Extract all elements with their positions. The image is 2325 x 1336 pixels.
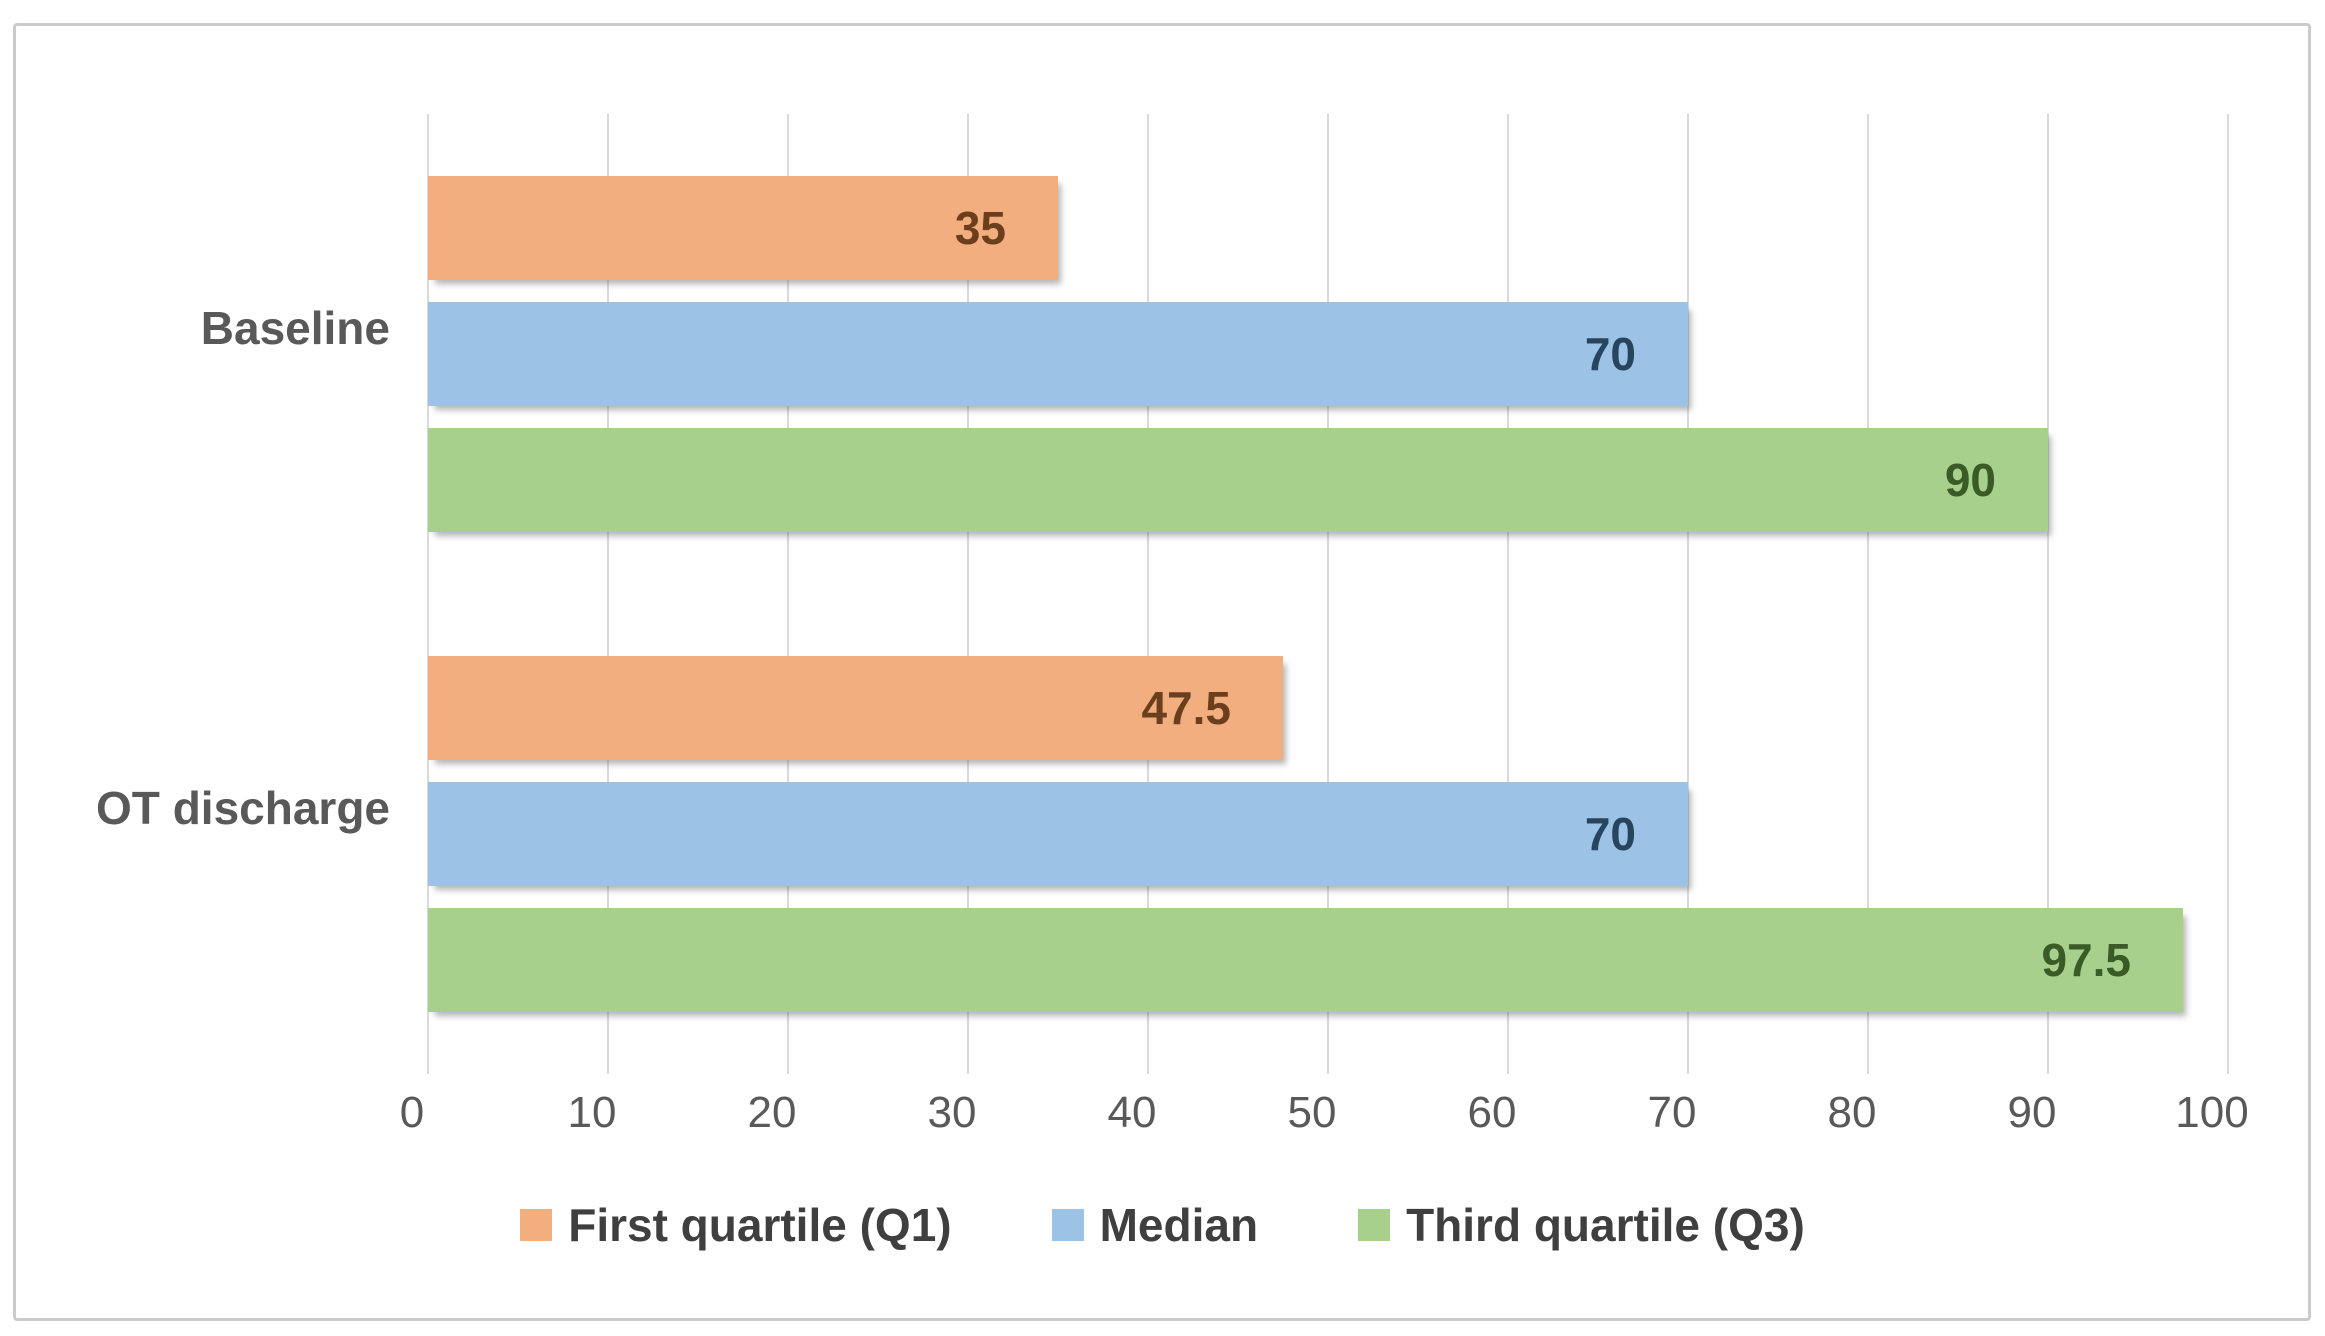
bar-value-label: 47.5 [1141,682,1231,734]
x-tick-label: 20 [747,1088,797,1137]
x-tick-label: 30 [927,1088,977,1137]
gridline [607,114,609,1074]
category-label: Baseline [200,302,390,354]
chart-figure-border: 35 47.5 70 70 90 97.5 [13,23,2311,1321]
gridline [427,114,429,1074]
gridline [1507,114,1509,1074]
legend: First quartile (Q1) Median Third quartile … [0,1198,2325,1252]
gridline [2047,114,2049,1074]
bar: 35 [428,176,1058,280]
bar: 70 [428,302,1688,406]
legend-item: Median [1051,1198,1259,1252]
plot-area: 35 47.5 70 70 90 97.5 [427,114,2229,1074]
category-label: OT discharge [96,782,390,834]
bar-value-label: 35 [954,202,1006,254]
x-tick-label: 70 [1647,1088,1697,1137]
bar: 90 [428,428,2048,532]
gridline [1867,114,1869,1074]
legend-swatch [1051,1209,1084,1241]
legend-item: First quartile (Q1) [520,1198,952,1252]
x-tick-label: 60 [1467,1088,1517,1137]
bar-value-label: 97.5 [2041,934,2131,986]
gridline [2227,114,2229,1074]
gridline [1147,114,1149,1074]
legend-swatch [520,1209,553,1241]
bar-value-label: 90 [1944,454,1996,506]
x-tick-label: 50 [1287,1088,1337,1137]
bar: 70 [428,782,1688,886]
bar: 47.5 [428,656,1283,760]
legend-label: Median [1099,1199,1259,1251]
gridline [787,114,789,1074]
x-tick-label: 0 [399,1088,425,1137]
legend-label: First quartile (Q1) [568,1199,952,1251]
legend-swatch [1358,1209,1391,1241]
x-tick-label: 10 [567,1088,617,1137]
bar: 97.5 [428,908,2183,1012]
gridline [1687,114,1689,1074]
gridline [967,114,969,1074]
x-tick-label: 100 [2175,1088,2249,1137]
legend-item: Third quartile (Q3) [1358,1198,1805,1252]
x-tick-label: 90 [2007,1088,2057,1137]
bar-value-label: 70 [1584,808,1636,860]
x-tick-label: 80 [1827,1088,1877,1137]
gridline [1327,114,1329,1074]
x-tick-label: 40 [1107,1088,1157,1137]
legend-label: Third quartile (Q3) [1406,1199,1805,1251]
bar-value-label: 70 [1584,328,1636,380]
